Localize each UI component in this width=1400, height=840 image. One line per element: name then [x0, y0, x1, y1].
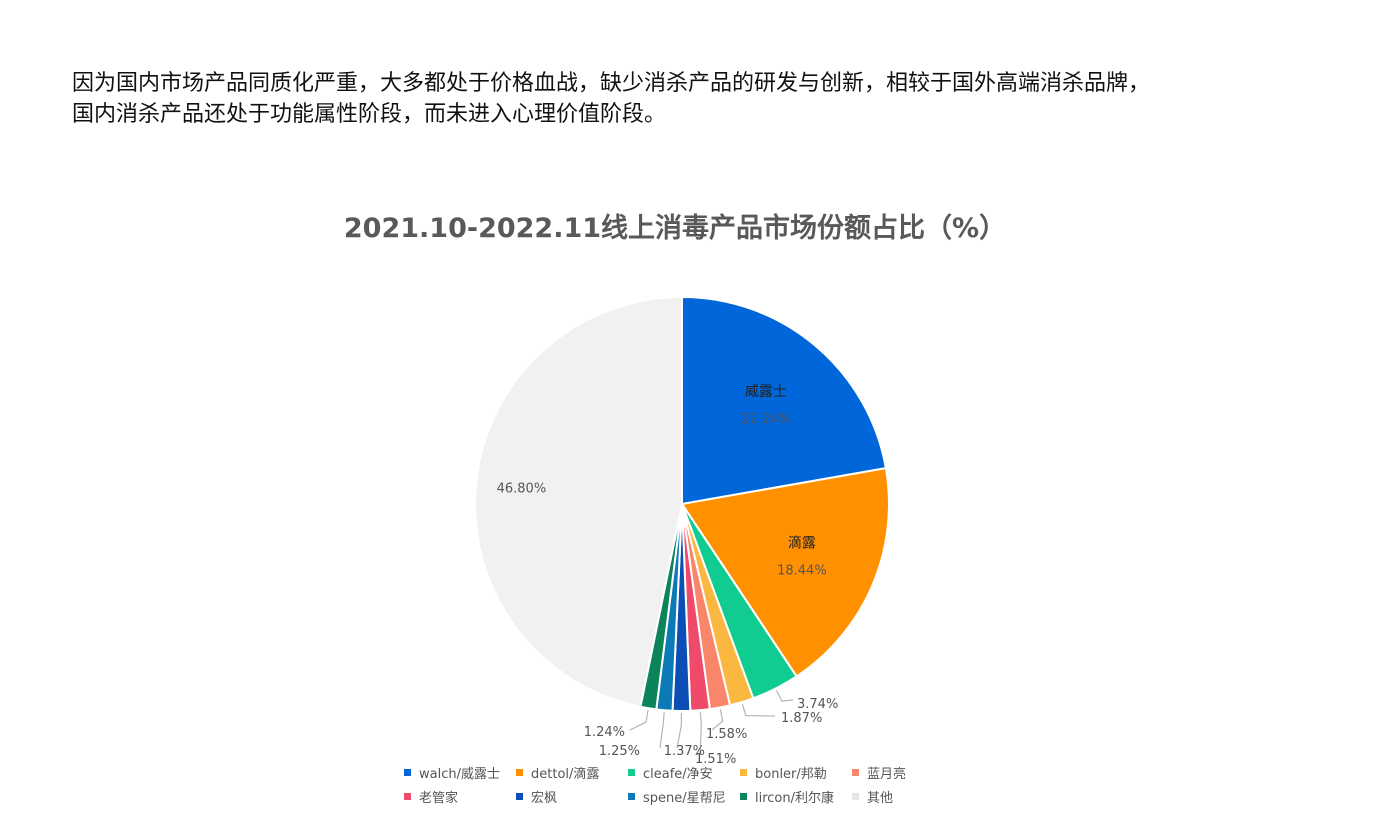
legend-swatch [740, 768, 747, 776]
chart-title: 2021.10-2022.11线上消毒产品市场份额占比（%） [343, 213, 1007, 244]
pie-slice-1 [681, 295, 888, 506]
legend-item-10: 其他 [852, 787, 964, 806]
legend-label: walch/威露士 [419, 766, 500, 782]
slice-value-label-1: 22.24% [741, 412, 791, 427]
leader-line-6 [699, 712, 702, 756]
legend-swatch [852, 792, 859, 800]
chart-legend: walch/威露士 dettol/滴露 cleafe/净安 bonler/邦勒 蓝月亮老… [404, 763, 964, 806]
legend-label: spene/星帮尼 [643, 790, 726, 806]
legend-swatch [516, 768, 523, 776]
slice-value-label-6: 1.51% [695, 752, 736, 767]
leader-line-8 [659, 712, 665, 749]
legend-label: lircon/利尔康 [755, 790, 835, 806]
legend-item-9: lircon/利尔康 [740, 787, 852, 806]
legend-swatch [740, 792, 747, 800]
legend-label: 老管家 [419, 790, 459, 806]
legend-item-8: spene/星帮尼 [628, 787, 740, 806]
slice-value-label-3: 3.74% [797, 697, 838, 712]
legend-swatch [852, 768, 859, 776]
legend-label: cleafe/净安 [643, 766, 713, 782]
slice-name-label-1: 威露士 [745, 384, 787, 400]
leader-line-3 [775, 690, 794, 702]
legend-item-7: 宏枫 [516, 787, 628, 806]
legend-swatch [404, 768, 411, 776]
legend-item-5: 蓝月亮 [852, 763, 964, 782]
legend-label: dettol/滴露 [531, 766, 600, 782]
pie-slice-10 [474, 295, 683, 708]
intro-line-2: 国内消杀产品还处于功能属性阶段，而未进入心理价值阶段。 [72, 102, 667, 127]
slice-value-label-2: 18.44% [777, 563, 827, 578]
legend-label: 宏枫 [531, 790, 558, 806]
intro-line-1: 因为国内市场产品同质化严重，大多都处于价格血战，缺少消杀产品的研发与创新，相较于… [72, 71, 1151, 96]
legend-swatch [628, 792, 635, 800]
legend-item-3: cleafe/净安 [628, 763, 740, 782]
leader-line-7 [676, 713, 683, 749]
legend-item-6: 老管家 [404, 787, 516, 806]
slice-name-label-2: 滴露 [788, 534, 816, 551]
legend-label: bonler/邦勒 [755, 766, 827, 782]
pie-slice-2 [680, 467, 891, 678]
slice-value-label-9: 1.24% [584, 725, 625, 740]
leader-line-5 [711, 709, 724, 731]
legend-item-4: bonler/邦勒 [740, 763, 852, 782]
slice-value-label-4: 1.87% [781, 711, 822, 726]
legend-label: 其他 [867, 790, 894, 806]
legend-swatch [628, 768, 635, 776]
slice-value-label-8: 1.25% [599, 744, 640, 759]
legend-item-1: walch/威露士 [404, 763, 516, 782]
leader-line-4 [741, 703, 776, 717]
legend-swatch [516, 792, 523, 800]
legend-item-2: dettol/滴露 [516, 763, 628, 782]
legend-swatch [404, 792, 411, 800]
slice-value-label-7: 1.37% [664, 744, 705, 759]
slice-value-label-10: 46.80% [497, 482, 547, 497]
intro-text: 因为国内市场产品同质化严重，大多都处于价格血战，缺少消杀产品的研发与创新，相较于… [72, 68, 1382, 130]
slice-value-label-5: 1.58% [706, 727, 747, 742]
leader-line-9 [629, 710, 649, 731]
legend-label: 蓝月亮 [867, 766, 907, 782]
